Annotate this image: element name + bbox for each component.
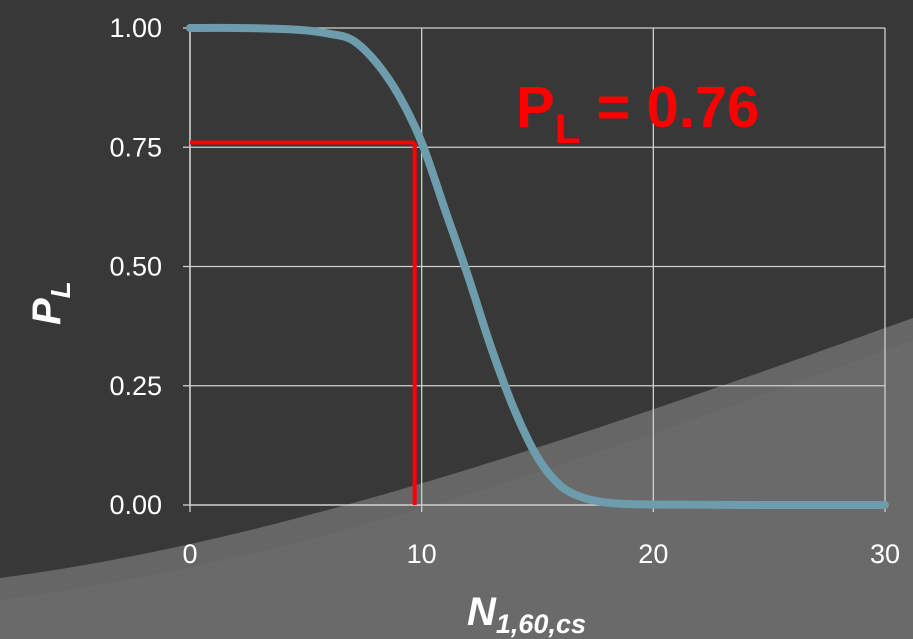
x-tick-labels: 0 10 20 30 (182, 539, 900, 569)
background-band (0, 318, 913, 639)
x-tick-label: 0 (182, 539, 197, 569)
y-tick-labels: 0.00 0.25 0.50 0.75 1.00 (109, 13, 162, 520)
y-tick-label: 0.00 (109, 490, 162, 520)
background-band-shade (0, 318, 913, 639)
series-layer (186, 23, 889, 510)
marker-lines (190, 140, 417, 505)
x-tick-label: 30 (870, 539, 900, 569)
grid (190, 27, 886, 505)
y-tick-label: 0.75 (109, 132, 162, 162)
series-line (186, 23, 889, 510)
x-tick-label: 10 (407, 539, 437, 569)
x-tick-label: 20 (638, 539, 668, 569)
y-tick-label: 1.00 (109, 13, 162, 43)
annotation-label: PL = 0.76 (516, 75, 759, 152)
y-tick-label: 0.50 (109, 252, 162, 282)
y-tick-label: 0.25 (109, 371, 162, 401)
x-axis-title: N1,60,cs (467, 590, 586, 639)
y-axis-title: PL (25, 281, 76, 325)
